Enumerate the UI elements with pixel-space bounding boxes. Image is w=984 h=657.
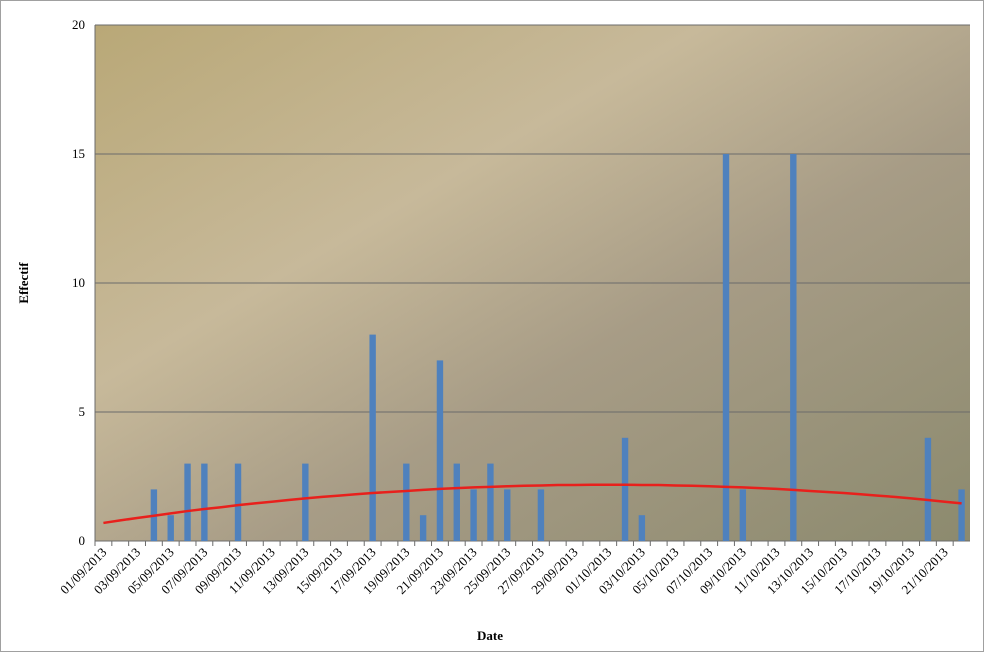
bar	[184, 463, 191, 541]
bar	[487, 463, 494, 541]
bar	[201, 463, 208, 541]
y-tick-label: 15	[72, 146, 85, 161]
bar	[234, 463, 242, 541]
bar	[167, 515, 174, 541]
y-axis-title: Effectif	[16, 262, 31, 304]
bar	[621, 437, 629, 541]
bar	[504, 489, 511, 541]
bar	[638, 515, 646, 541]
trend-line	[103, 483, 962, 525]
bar	[790, 154, 797, 541]
bar	[537, 489, 545, 541]
bar	[369, 334, 376, 541]
bar	[436, 360, 444, 541]
bar	[722, 154, 730, 541]
y-tick-label: 0	[79, 533, 86, 548]
bar	[739, 489, 747, 541]
bar	[453, 463, 460, 541]
bar	[302, 463, 309, 541]
bar	[403, 463, 410, 541]
y-tick-label: 5	[79, 404, 86, 419]
bar	[419, 515, 427, 541]
x-axis-title: Date	[477, 628, 503, 643]
bar	[470, 489, 477, 541]
y-tick-label: 20	[72, 17, 85, 32]
bar	[958, 489, 965, 541]
y-tick-label: 10	[72, 275, 85, 290]
bar	[924, 437, 932, 541]
